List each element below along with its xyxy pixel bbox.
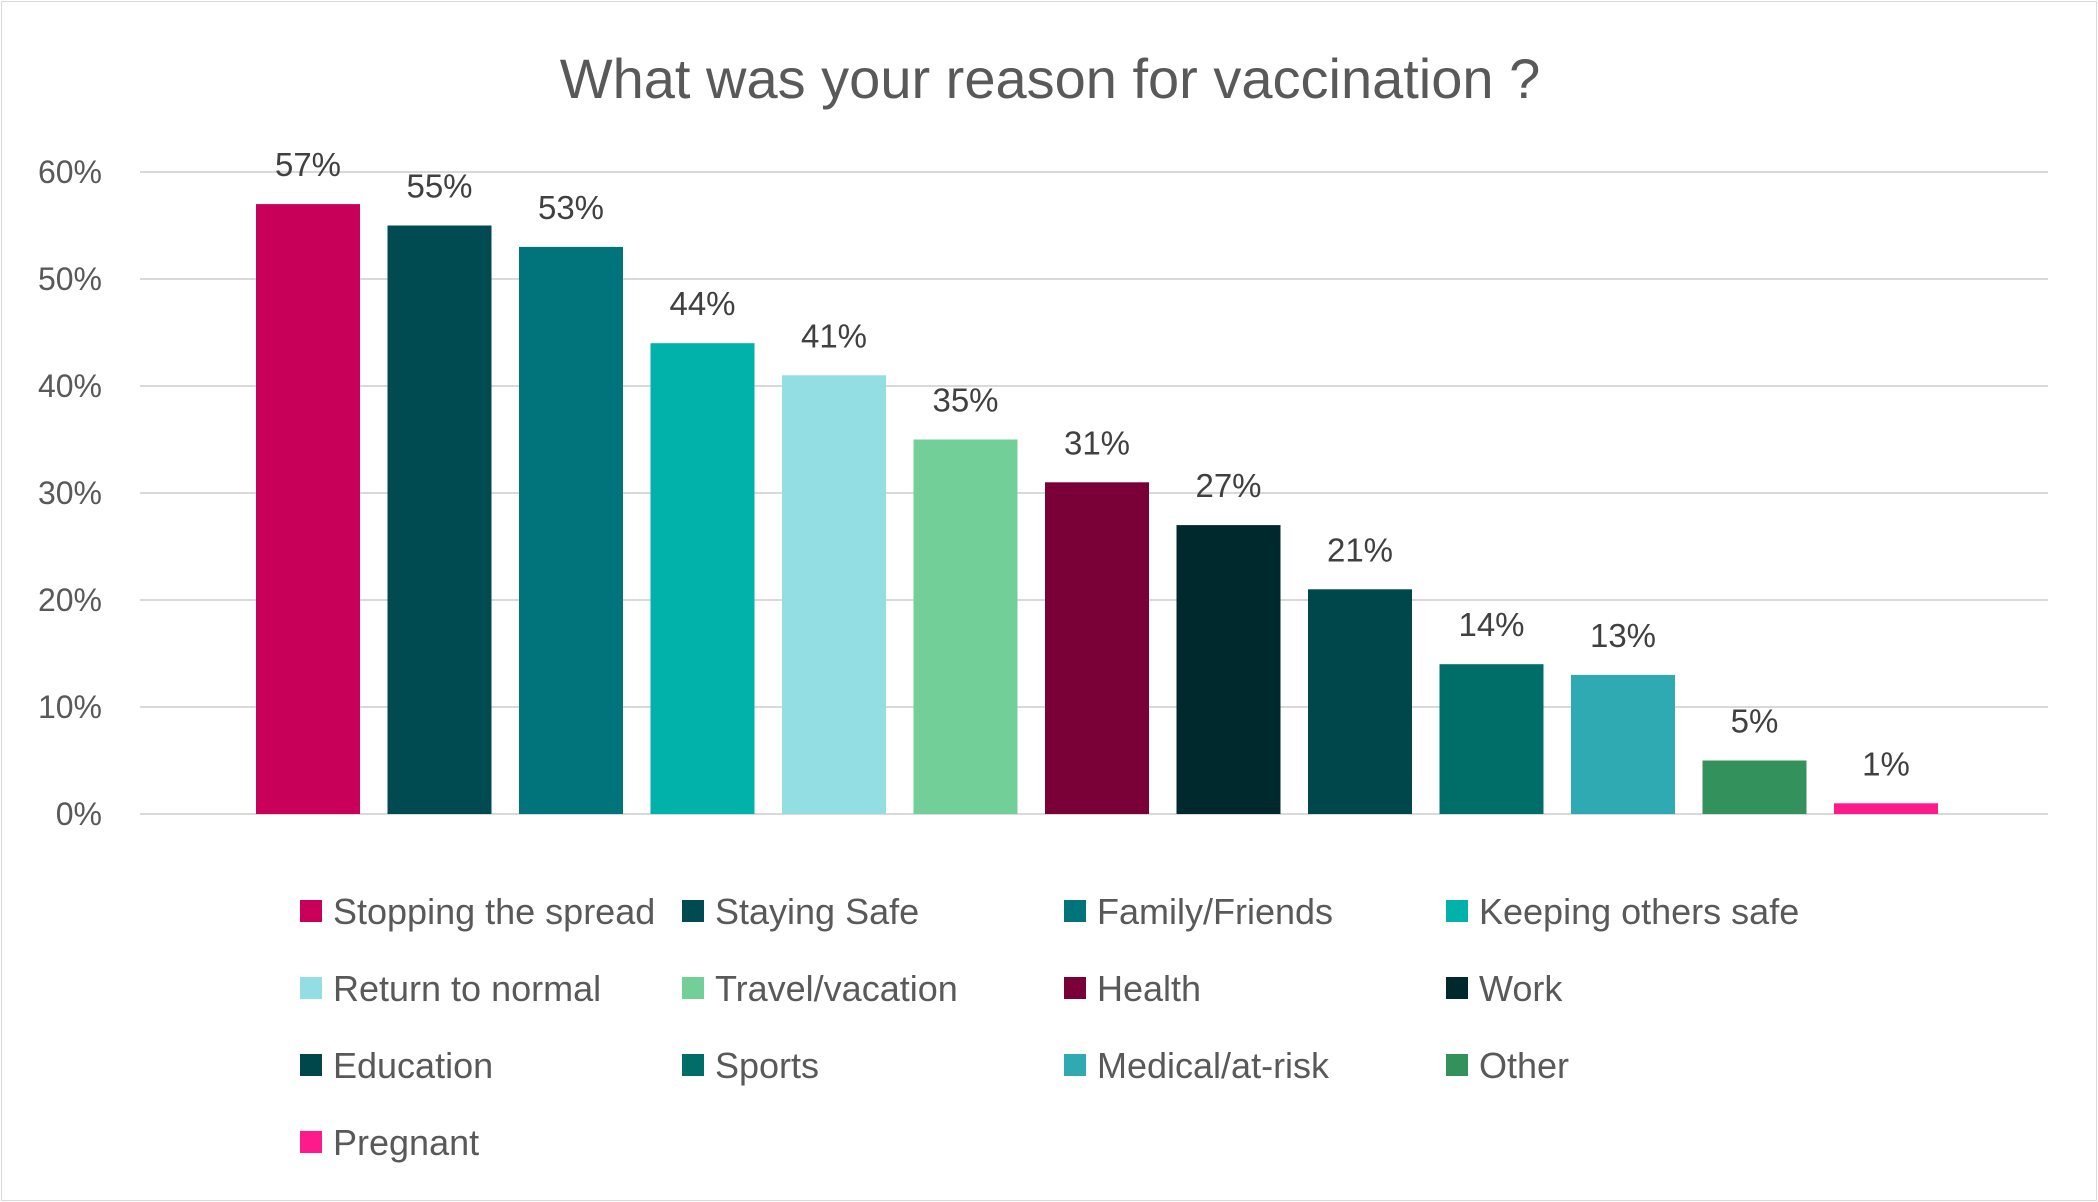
legend-swatch <box>1064 977 1086 999</box>
y-tick-label: 30% <box>38 475 102 511</box>
legend-swatch <box>300 1131 322 1153</box>
data-label: 27% <box>1195 467 1261 504</box>
legend-entry: Education <box>333 1045 493 1086</box>
legend-entry: Other <box>1479 1045 1569 1086</box>
legend-swatch <box>682 900 704 922</box>
bar <box>1439 664 1544 814</box>
legend-swatch <box>300 1054 322 1076</box>
data-label: 1% <box>1862 745 1910 782</box>
legend-entry: Return to normal <box>333 968 601 1009</box>
legend-swatch <box>1446 977 1468 999</box>
chart-title: What was your reason for vaccination ? <box>560 47 1540 110</box>
legend-entry: Medical/at-risk <box>1097 1045 1330 1086</box>
data-label: 41% <box>801 317 867 354</box>
legend-swatch <box>1446 900 1468 922</box>
legend-swatch <box>300 900 322 922</box>
legend-entry: Sports <box>715 1045 819 1086</box>
bar <box>1571 674 1675 814</box>
data-label: 57% <box>275 146 341 183</box>
y-tick-label: 60% <box>38 154 102 190</box>
bar <box>519 246 623 814</box>
bar <box>387 225 492 814</box>
legend-entry: Keeping others safe <box>1479 891 1799 932</box>
data-label: 5% <box>1731 703 1779 740</box>
y-tick-label: 40% <box>38 368 102 404</box>
bar <box>650 343 755 814</box>
data-label: 44% <box>669 285 735 322</box>
legend-entry: Work <box>1479 968 1563 1009</box>
bar <box>913 439 1018 814</box>
legend-entry: Travel/vacation <box>715 968 958 1009</box>
legend-entry: Stopping the spread <box>333 891 655 932</box>
bar <box>256 204 360 815</box>
data-label: 21% <box>1327 531 1393 568</box>
bars <box>256 204 1938 815</box>
data-label: 14% <box>1458 606 1524 643</box>
data-label: 13% <box>1590 617 1656 654</box>
legend-swatch <box>682 1054 704 1076</box>
bar <box>1308 589 1412 814</box>
y-tick-label: 50% <box>38 261 102 297</box>
legend: Stopping the spread Staying Safe Family/Fr… <box>300 891 1799 1163</box>
y-tick-label: 10% <box>38 689 102 725</box>
bar <box>1834 803 1938 814</box>
y-axis: 0% 10% 20% 30% 40% 50% 60% <box>38 154 102 832</box>
bar <box>1045 482 1149 814</box>
legend-entry: Staying Safe <box>715 891 919 932</box>
bar <box>1702 760 1807 814</box>
legend-swatch <box>1446 1054 1468 1076</box>
legend-swatch <box>1064 900 1086 922</box>
legend-entry: Family/Friends <box>1097 891 1333 932</box>
data-label: 55% <box>406 168 472 205</box>
y-tick-label: 0% <box>56 796 102 832</box>
legend-entry: Health <box>1097 968 1201 1009</box>
data-label: 31% <box>1064 424 1130 461</box>
data-label: 53% <box>538 189 604 226</box>
y-tick-label: 20% <box>38 582 102 618</box>
bar <box>782 375 886 814</box>
legend-entry: Pregnant <box>333 1122 479 1163</box>
legend-swatch <box>300 977 322 999</box>
bar <box>1176 525 1281 814</box>
data-labels: 57% 55% 53% 44% 41% 35% 31% 27% 21% 14% 13% 5% 1% <box>275 146 1910 782</box>
data-label: 35% <box>932 382 998 419</box>
legend-swatch <box>1064 1054 1086 1076</box>
legend-swatch <box>682 977 704 999</box>
